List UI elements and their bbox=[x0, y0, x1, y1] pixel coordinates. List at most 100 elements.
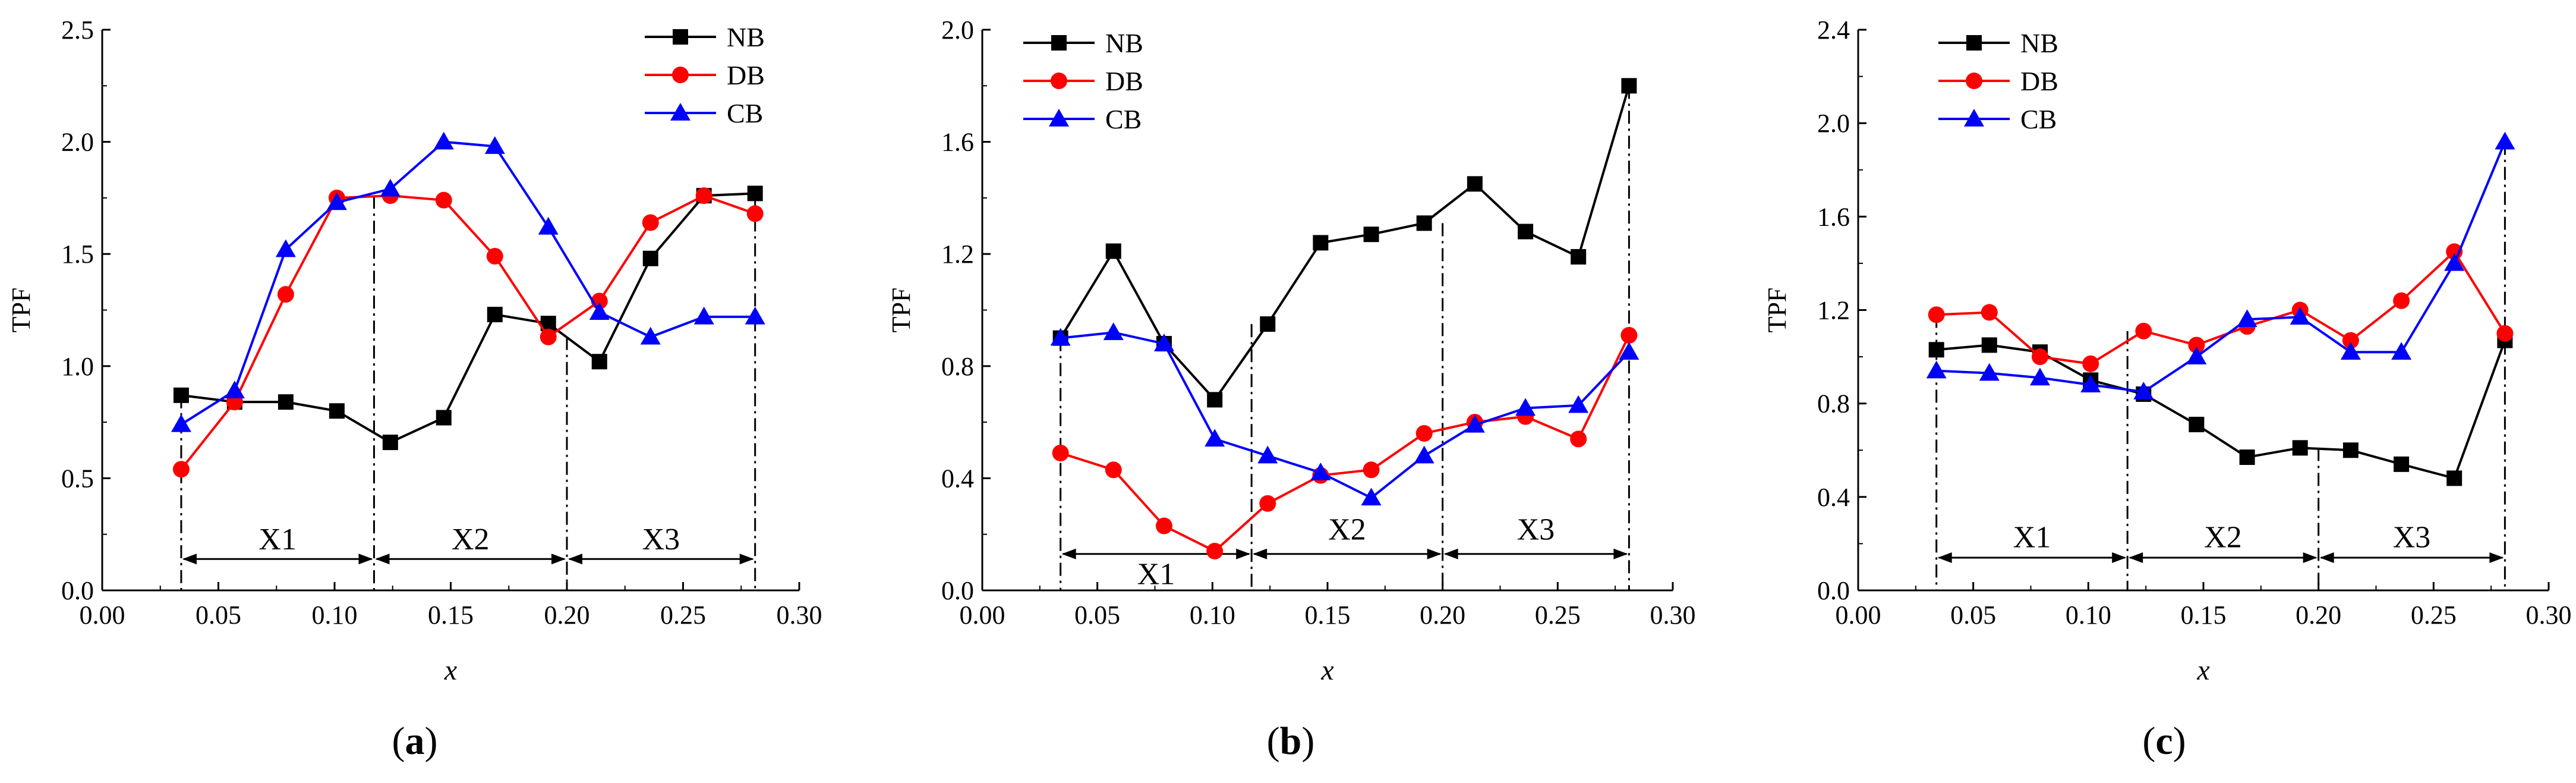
series-line-cb bbox=[180, 140, 755, 426]
data-point-db bbox=[1105, 461, 1122, 479]
data-point-db bbox=[1570, 430, 1587, 448]
segment-label: X3 bbox=[642, 523, 680, 556]
segment-arrowhead-right bbox=[551, 554, 566, 565]
x-tick-label: 0.25 bbox=[660, 600, 706, 630]
data-point-cb bbox=[2340, 342, 2361, 360]
x-tick-label: 0.00 bbox=[1836, 600, 1881, 630]
data-point-nb bbox=[1467, 176, 1483, 192]
chart-c: 0.00 0.05 0.10 0.15 0.20 0.25 0.30 0.0 0.4 0.8 1.2… bbox=[1762, 15, 2572, 686]
data-point-cb bbox=[538, 216, 559, 235]
data-point-cb bbox=[326, 192, 347, 210]
x-tick-label: 0.10 bbox=[312, 600, 358, 630]
data-point-nb bbox=[2189, 417, 2205, 433]
y-tick-label: 0.8 bbox=[1817, 389, 1850, 419]
data-point-db bbox=[1363, 461, 1380, 479]
segment-label: X1 bbox=[2013, 521, 2051, 555]
data-point-cb bbox=[1103, 322, 1124, 340]
data-point-cb bbox=[1050, 328, 1071, 346]
x-tick-label: 0.15 bbox=[1305, 600, 1351, 630]
y-axis-label: TPF bbox=[887, 288, 916, 333]
y-tick-label: 2.0 bbox=[1817, 109, 1850, 138]
data-point-db bbox=[695, 187, 712, 205]
data-point-cb bbox=[1205, 429, 1225, 447]
legend-label-cb: CB bbox=[2020, 104, 2057, 134]
data-point-db bbox=[746, 205, 764, 222]
y-tick-label: 2.4 bbox=[1817, 15, 1850, 45]
data-point-cb bbox=[1414, 445, 1434, 464]
data-point-cb bbox=[380, 178, 401, 197]
data-point-db bbox=[1052, 444, 1069, 461]
data-point-cb bbox=[1515, 398, 1536, 416]
y-tick-label: 1.6 bbox=[941, 128, 974, 157]
data-point-nb bbox=[2239, 449, 2255, 466]
x-tick-label: 0.25 bbox=[2411, 600, 2457, 630]
data-point-nb bbox=[1416, 215, 1432, 231]
legend-label-nb: NB bbox=[2020, 28, 2058, 58]
y-tick-label: 2.0 bbox=[61, 128, 94, 157]
x-tick-label: 0.00 bbox=[960, 600, 1005, 630]
y-axis-label: TPF bbox=[1762, 288, 1792, 333]
segment-arrowhead-left bbox=[1443, 548, 1458, 559]
x-tick-label: 0.30 bbox=[2526, 600, 2572, 630]
legend-label-cb: CB bbox=[1105, 104, 1142, 134]
data-point-cb bbox=[484, 136, 505, 154]
segment-arrowhead-right bbox=[2112, 552, 2127, 563]
series-line-cb bbox=[1060, 331, 1630, 499]
series-line-cb bbox=[1936, 141, 2506, 394]
data-point-db bbox=[1620, 326, 1638, 344]
series-line-nb bbox=[1059, 85, 1631, 402]
x-tick-label: 0.05 bbox=[1950, 600, 1996, 630]
x-tick-label: 0.20 bbox=[2296, 600, 2341, 630]
data-point-db bbox=[540, 328, 557, 345]
data-point-cb bbox=[2495, 131, 2515, 150]
data-point-db bbox=[172, 461, 190, 478]
x-tick-label: 0.05 bbox=[1074, 600, 1120, 630]
legend-marker-nb bbox=[673, 29, 688, 45]
data-point-nb bbox=[1313, 235, 1329, 251]
data-point-nb bbox=[642, 250, 658, 266]
data-point-cb bbox=[2133, 382, 2154, 400]
series-line-db bbox=[180, 194, 756, 470]
y-tick-label: 1.2 bbox=[1817, 296, 1850, 325]
segment-label: X2 bbox=[452, 523, 490, 556]
legend-label-db: DB bbox=[1105, 66, 1143, 96]
legend-label-nb: NB bbox=[727, 22, 765, 52]
segment-arrowhead-right bbox=[739, 554, 754, 565]
y-tick-label: 1.6 bbox=[1817, 202, 1850, 231]
x-tick-label: 0.05 bbox=[196, 600, 241, 630]
data-point-nb bbox=[278, 394, 294, 410]
data-point-cb bbox=[1926, 360, 1947, 379]
data-point-cb bbox=[693, 306, 714, 325]
segment-label: X1 bbox=[1137, 558, 1175, 592]
data-point-cb bbox=[589, 302, 610, 320]
data-point-cb bbox=[1464, 414, 1485, 433]
segment-arrowhead-right bbox=[2303, 552, 2318, 563]
x-axis-label: x bbox=[2196, 655, 2209, 686]
segment-label: X3 bbox=[1517, 512, 1555, 546]
data-point-db bbox=[277, 286, 294, 303]
segment-label: X3 bbox=[2393, 521, 2431, 555]
y-tick-label: 0.4 bbox=[1817, 483, 1850, 512]
data-point-nb bbox=[1260, 316, 1276, 332]
segment-arrowhead-right bbox=[358, 554, 373, 565]
y-tick-label: 1.0 bbox=[61, 352, 94, 381]
segment-arrowhead-left bbox=[2129, 552, 2143, 563]
data-point-cb bbox=[1619, 342, 1639, 360]
x-tick-label: 0.10 bbox=[2066, 600, 2111, 630]
data-point-cb bbox=[2391, 342, 2412, 360]
segment-arrowhead-left bbox=[1937, 552, 1952, 563]
data-point-db bbox=[642, 214, 659, 231]
legend-marker-db bbox=[1966, 73, 1982, 89]
data-point-nb bbox=[2394, 456, 2410, 472]
data-point-cb bbox=[745, 306, 765, 325]
data-point-cb bbox=[1979, 363, 2000, 381]
data-point-db bbox=[1415, 424, 1433, 442]
x-tick-label: 0.30 bbox=[1650, 600, 1696, 630]
legend-marker-db bbox=[672, 67, 689, 83]
legend-marker-cb bbox=[1964, 109, 1984, 127]
x-tick-label: 0.15 bbox=[2181, 600, 2227, 630]
data-point-db bbox=[1259, 495, 1276, 512]
legend-marker-cb bbox=[670, 103, 690, 121]
data-point-nb bbox=[1207, 392, 1223, 408]
legend-marker-nb bbox=[1966, 35, 1982, 51]
